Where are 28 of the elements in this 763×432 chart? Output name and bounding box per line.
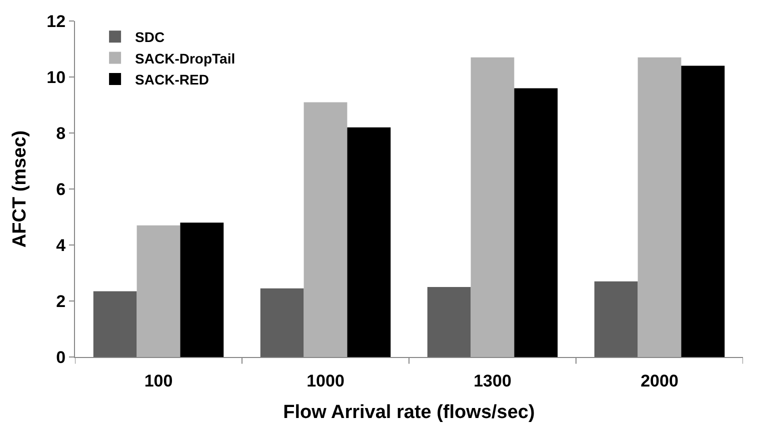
y-tick-label: 6	[56, 180, 66, 199]
bar	[470, 57, 514, 357]
bar	[427, 287, 471, 357]
y-tick-label: 8	[56, 124, 66, 143]
bar	[180, 222, 224, 357]
x-tick-label: 2000	[640, 371, 678, 390]
x-tick-label: 1000	[306, 371, 344, 390]
x-tick-label: 100	[144, 371, 173, 390]
x-tick-label: 1300	[474, 371, 512, 390]
legend-label: SDC	[135, 29, 165, 46]
y-tick-label: 2	[56, 292, 66, 311]
bar	[93, 291, 137, 357]
bar	[514, 88, 558, 357]
legend-label: SACK-RED	[135, 71, 209, 88]
y-tick-label: 0	[56, 348, 66, 367]
bar	[136, 225, 180, 357]
bar	[638, 57, 682, 357]
bar	[681, 66, 725, 357]
bar	[594, 281, 638, 357]
bar	[347, 127, 391, 357]
legend-label: SACK-DropTail	[135, 50, 236, 66]
y-tick-label: 10	[46, 68, 66, 87]
y-tick-label: 12	[46, 12, 66, 31]
y-tick-label: 4	[56, 236, 66, 255]
y-axis-title: AFCT (msec)	[10, 130, 31, 248]
x-axis-title: Flow Arrival rate (flows/sec)	[283, 402, 535, 424]
bar	[260, 288, 304, 357]
bar	[304, 102, 348, 357]
